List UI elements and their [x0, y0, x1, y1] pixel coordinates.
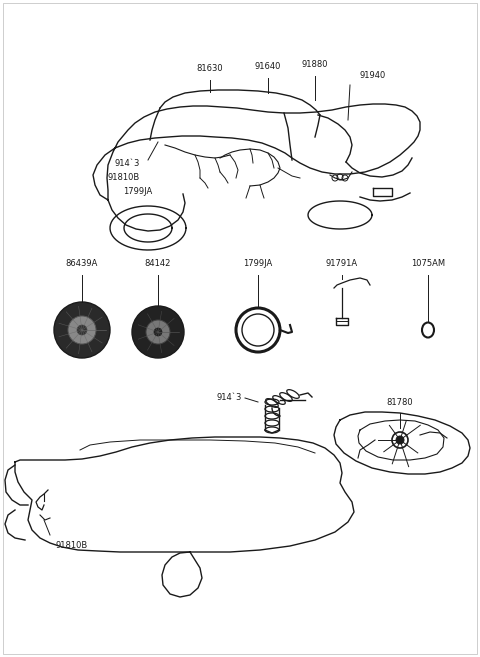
Text: 91810B: 91810B: [108, 173, 140, 181]
Text: 81630: 81630: [197, 64, 223, 73]
Text: 84142: 84142: [145, 259, 171, 268]
Text: 91640: 91640: [255, 62, 281, 71]
Text: 91791A: 91791A: [326, 259, 358, 268]
Text: 91880: 91880: [302, 60, 328, 69]
Circle shape: [77, 325, 87, 335]
Circle shape: [154, 328, 162, 336]
Text: 86439A: 86439A: [66, 259, 98, 268]
Text: 91810B: 91810B: [55, 541, 87, 550]
Circle shape: [54, 302, 110, 358]
Text: 91940: 91940: [360, 71, 386, 80]
Circle shape: [396, 436, 404, 444]
Text: 1799JA: 1799JA: [123, 187, 152, 196]
Text: 914`3: 914`3: [115, 158, 140, 168]
Text: 1799JA: 1799JA: [243, 259, 273, 268]
Text: 81780: 81780: [387, 398, 413, 407]
Text: 914`3: 914`3: [216, 394, 242, 403]
Text: 1075AM: 1075AM: [411, 259, 445, 268]
Circle shape: [132, 306, 184, 358]
Circle shape: [68, 316, 96, 344]
Circle shape: [146, 320, 170, 344]
